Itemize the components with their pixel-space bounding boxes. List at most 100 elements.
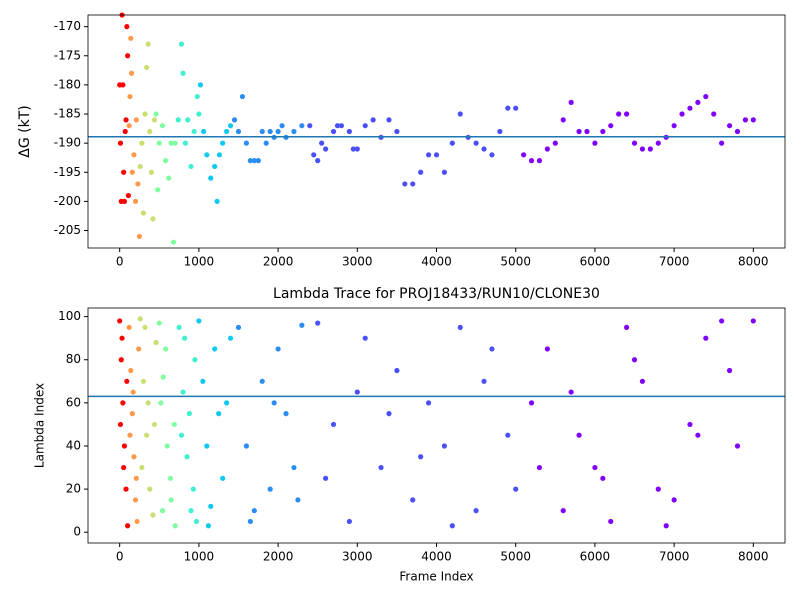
point [323, 146, 329, 152]
point [473, 140, 479, 146]
point [679, 111, 685, 117]
point [231, 117, 238, 123]
point [687, 421, 693, 428]
point [295, 497, 301, 503]
point [227, 335, 234, 341]
point [192, 357, 198, 363]
point [726, 367, 733, 374]
point [386, 411, 392, 417]
point [137, 163, 143, 170]
point [200, 378, 206, 384]
point [163, 158, 169, 164]
point [418, 169, 424, 175]
point [671, 497, 677, 503]
point [655, 486, 661, 492]
point [142, 111, 148, 117]
point [251, 158, 257, 164]
point [350, 146, 356, 152]
point [457, 324, 463, 331]
point [214, 198, 220, 204]
point [140, 378, 147, 384]
point [489, 346, 495, 352]
point [560, 508, 566, 514]
point [259, 378, 265, 384]
y-tick-label: -180 [54, 77, 81, 91]
point [235, 324, 242, 331]
point [362, 123, 368, 129]
point [334, 123, 341, 129]
x-tick-label: 3000 [342, 255, 373, 269]
point [129, 169, 135, 175]
point [592, 140, 598, 146]
point [145, 41, 151, 47]
point [167, 475, 173, 481]
y-tick-label: 40 [66, 438, 81, 452]
point [196, 111, 202, 117]
x-tick-label: 8000 [738, 550, 769, 564]
point [220, 475, 226, 481]
point [528, 158, 535, 164]
point [631, 357, 638, 363]
point [275, 346, 281, 352]
point [130, 389, 136, 395]
point [719, 140, 725, 146]
point [584, 128, 590, 135]
point [394, 128, 400, 135]
point [159, 508, 166, 514]
point [521, 152, 527, 158]
point [117, 421, 124, 428]
chart-title: Lambda Trace for PROJ18433/RUN10/CLONE30 [273, 286, 600, 302]
point [148, 169, 154, 175]
point [552, 140, 558, 146]
point [150, 512, 156, 518]
point [188, 508, 194, 514]
y-tick-label: -190 [54, 136, 81, 150]
point [251, 508, 257, 514]
x-tick-label: 0 [116, 550, 124, 564]
x-tick-label: 6000 [580, 550, 611, 564]
point [319, 140, 325, 146]
point [135, 181, 141, 187]
point [362, 335, 368, 341]
point [330, 421, 337, 428]
point [255, 158, 261, 164]
point [156, 140, 162, 146]
point [133, 117, 139, 123]
point [131, 454, 137, 460]
point [402, 181, 408, 187]
x-tick-label: 8000 [738, 255, 769, 269]
point [147, 128, 153, 135]
point [142, 324, 148, 331]
y-tick-label: -175 [54, 48, 81, 62]
point [188, 163, 194, 170]
point [151, 117, 158, 123]
point [216, 152, 223, 158]
point [481, 378, 487, 384]
point [166, 175, 172, 181]
point [449, 523, 455, 529]
point [528, 400, 535, 406]
point [623, 324, 630, 331]
point [139, 140, 145, 146]
point [129, 411, 135, 417]
point [734, 128, 741, 135]
point [123, 117, 129, 123]
point [338, 123, 345, 129]
point [168, 140, 174, 146]
point [125, 53, 131, 59]
point [201, 128, 207, 135]
point [205, 523, 211, 529]
y-tick-label: -170 [54, 19, 81, 33]
plot-frame [87, 307, 786, 544]
x-tick-label: 5000 [500, 550, 531, 564]
point [128, 70, 135, 76]
point [125, 523, 131, 529]
point [131, 152, 137, 158]
point [311, 152, 317, 158]
point [267, 128, 273, 135]
point [323, 475, 329, 481]
point [128, 367, 134, 374]
point [119, 335, 125, 341]
point [742, 117, 748, 123]
point [160, 374, 166, 380]
